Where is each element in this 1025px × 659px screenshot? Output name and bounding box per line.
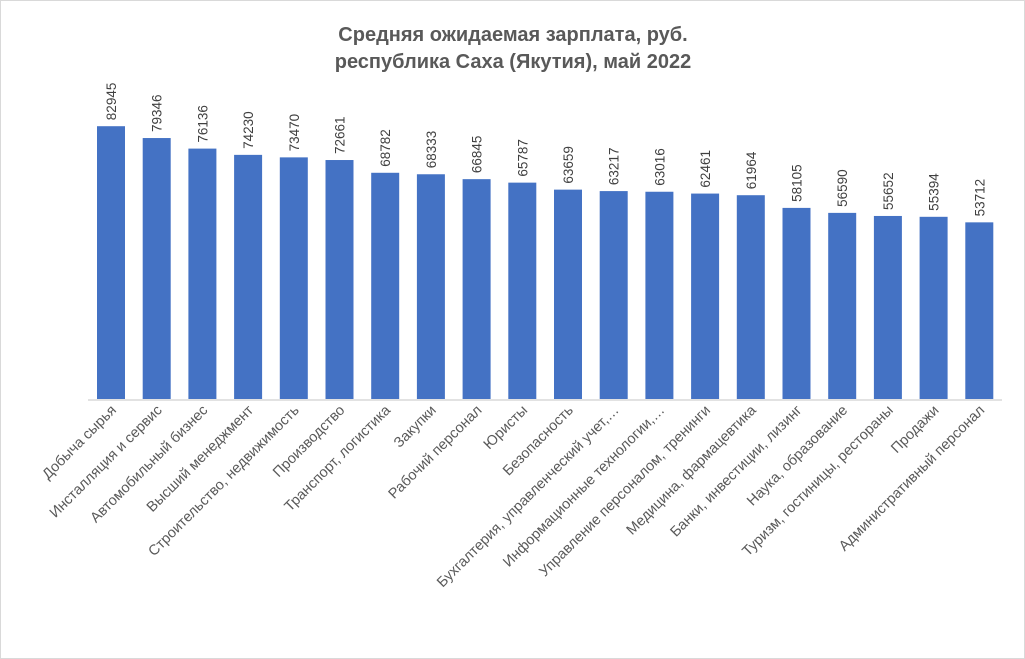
bar (873, 215, 902, 399)
data-label: 76136 (195, 105, 210, 143)
bar (508, 182, 537, 399)
data-label: 74230 (241, 111, 256, 149)
data-label: 62461 (698, 150, 713, 188)
bar (782, 207, 811, 399)
data-label: 68333 (424, 131, 439, 169)
bar (691, 193, 720, 399)
category-label: Информационные технологии,… (500, 403, 668, 571)
bar (325, 160, 354, 399)
bar (97, 126, 125, 399)
bar (554, 189, 582, 399)
data-label: 56590 (835, 169, 850, 207)
bar (919, 216, 948, 399)
chart-title-line-1: Средняя ожидаемая зарплата, руб. (338, 24, 687, 46)
bar (279, 157, 308, 399)
bar (371, 172, 400, 399)
data-label: 82945 (104, 83, 119, 121)
data-label: 65787 (515, 139, 530, 177)
data-label: 61964 (744, 151, 759, 189)
bar (462, 179, 491, 399)
bar (234, 154, 263, 399)
data-label: 66845 (470, 136, 485, 174)
bar (828, 212, 857, 399)
data-label: 73470 (287, 114, 302, 152)
category-label: Управление персоналом, тренинги (536, 403, 714, 581)
bar (142, 138, 171, 399)
data-label: 63016 (652, 148, 667, 186)
bar (188, 148, 217, 399)
bar (736, 195, 765, 399)
data-label: 58105 (790, 164, 805, 202)
data-label: 63659 (561, 146, 576, 184)
data-label: 55652 (881, 172, 896, 210)
bar (599, 191, 628, 399)
chart-title-line-2: республика Саха (Якутия), май 2022 (335, 51, 692, 73)
data-label: 55394 (927, 173, 942, 211)
data-label: 63217 (607, 148, 622, 186)
bar (965, 222, 994, 399)
bar (645, 191, 674, 399)
data-label: 68782 (378, 129, 393, 167)
data-label: 53712 (972, 179, 987, 217)
data-label: 79346 (150, 94, 165, 132)
data-label: 72661 (333, 116, 348, 154)
bar (416, 174, 445, 399)
